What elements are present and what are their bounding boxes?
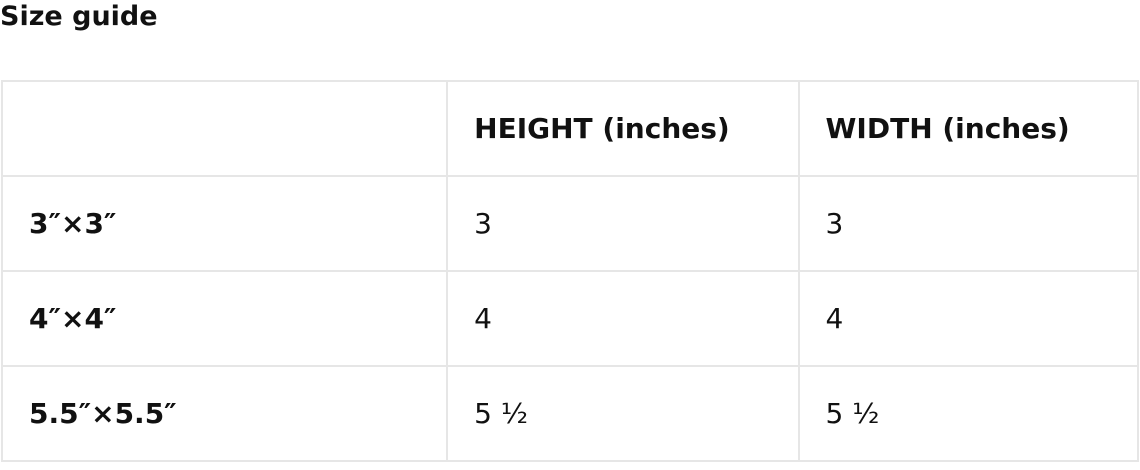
size-cell: 5.5″×5.5″ bbox=[0, 365, 449, 462]
width-cell: 5 ½ bbox=[797, 365, 1140, 462]
size-cell: 4″×4″ bbox=[0, 270, 449, 367]
size-guide-table: HEIGHT (inches) WIDTH (inches) 3″×3″ 3 3… bbox=[0, 80, 1140, 462]
height-cell: 3 bbox=[446, 175, 800, 272]
table-header-row: HEIGHT (inches) WIDTH (inches) bbox=[0, 80, 1140, 177]
header-empty bbox=[0, 80, 449, 177]
header-width: WIDTH (inches) bbox=[797, 80, 1140, 177]
height-cell: 5 ½ bbox=[446, 365, 800, 462]
table-row: 3″×3″ 3 3 bbox=[0, 175, 1140, 272]
table-row: 5.5″×5.5″ 5 ½ 5 ½ bbox=[0, 365, 1140, 462]
height-cell: 4 bbox=[446, 270, 800, 367]
table-row: 4″×4″ 4 4 bbox=[0, 270, 1140, 367]
page-title: Size guide bbox=[0, 1, 158, 32]
width-cell: 3 bbox=[797, 175, 1140, 272]
header-height: HEIGHT (inches) bbox=[446, 80, 800, 177]
width-cell: 4 bbox=[797, 270, 1140, 367]
size-cell: 3″×3″ bbox=[0, 175, 449, 272]
